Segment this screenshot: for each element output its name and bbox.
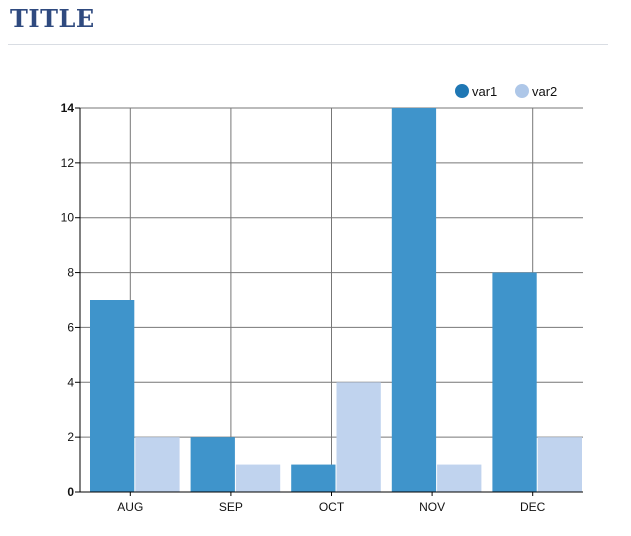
bar-var1-oct	[291, 464, 336, 492]
y-tick-label: 2	[67, 430, 74, 444]
bar-var1-sep	[190, 437, 235, 492]
y-tick-label: 8	[67, 266, 74, 280]
y-tick-label: 6	[67, 320, 74, 334]
page-title: TITLE	[10, 4, 95, 33]
chart-axes	[75, 107, 583, 496]
y-tick-label: 10	[61, 211, 75, 225]
y-tick-label: 14	[61, 101, 75, 115]
chart-bars	[90, 108, 582, 492]
chart-legend: var1 var2	[455, 84, 557, 99]
x-tick-label: OCT	[319, 500, 345, 514]
legend-swatch-var1	[455, 84, 469, 98]
x-tick-label: NOV	[419, 500, 445, 514]
bar-var1-dec	[492, 272, 537, 492]
title-divider	[8, 44, 608, 45]
bar-var2-nov	[437, 464, 482, 492]
x-tick-label: AUG	[117, 500, 143, 514]
x-tick-label: SEP	[219, 500, 243, 514]
legend-label-var1: var1	[472, 84, 497, 99]
bar-var1-aug	[90, 300, 135, 492]
y-axis-ticks: 0 2 4 6 8 10 12 14	[61, 101, 75, 499]
bar-var2-sep	[235, 464, 281, 492]
y-tick-label: 12	[61, 156, 75, 170]
x-axis-ticks: AUG SEP OCT NOV DEC	[117, 500, 545, 514]
y-tick-label: 0	[67, 485, 74, 499]
y-tick-label: 4	[67, 375, 74, 389]
legend-swatch-var2	[515, 84, 529, 98]
bar-var2-dec	[537, 437, 582, 492]
bar-var2-oct	[336, 382, 381, 492]
x-tick-label: DEC	[520, 500, 546, 514]
legend-label-var2: var2	[532, 84, 557, 99]
bar-var2-aug	[135, 437, 180, 492]
bar-var1-nov	[391, 108, 437, 492]
